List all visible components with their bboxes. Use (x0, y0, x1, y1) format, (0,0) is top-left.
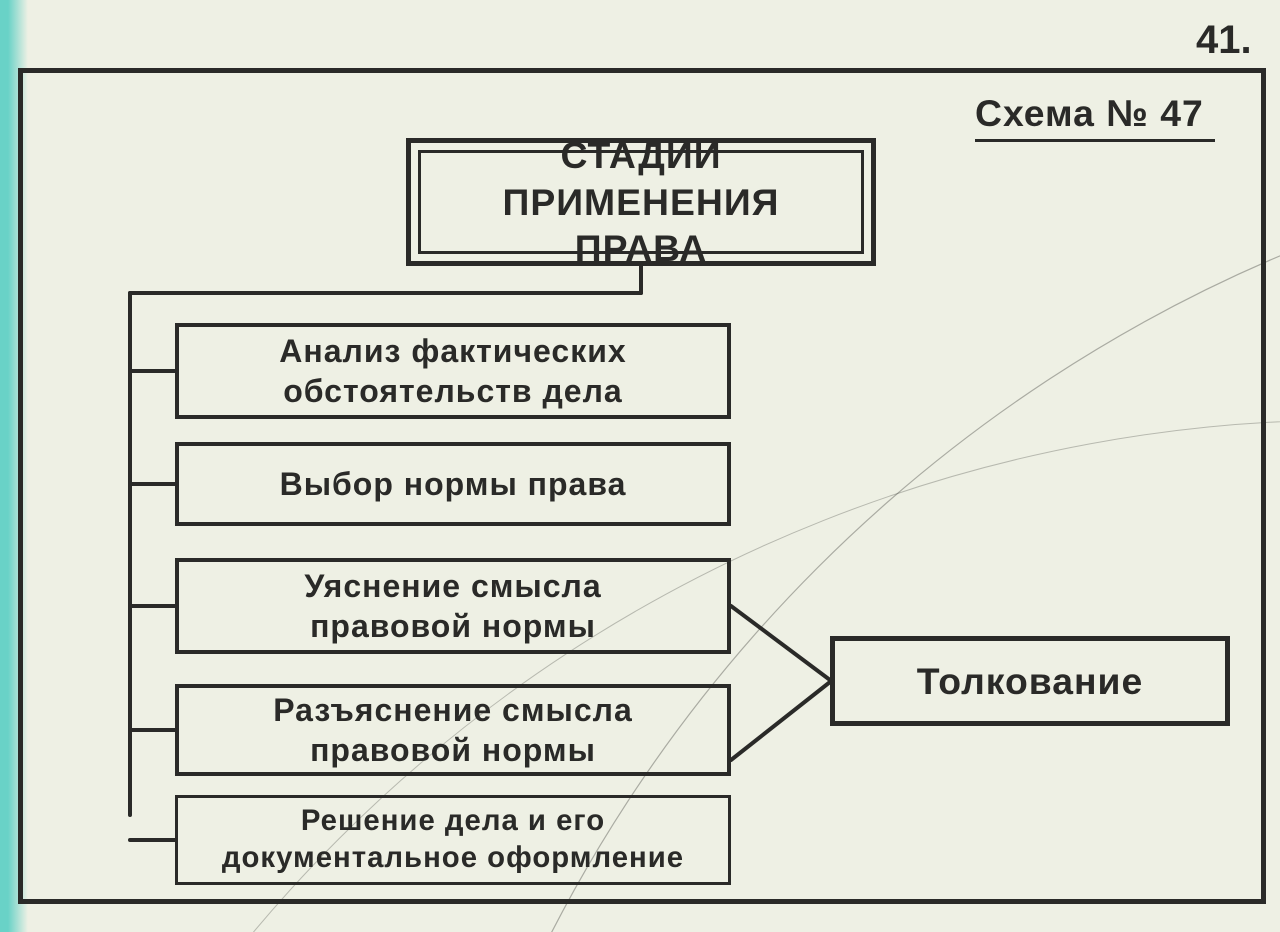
node-text-n1: Анализ фактических обстоятельств дела (279, 331, 626, 411)
node-text-t1: Толкование (917, 658, 1144, 705)
node-text-n4: Разъяснение смысла правовой нормы (273, 690, 633, 770)
title-box: Стадии применения права (406, 138, 876, 266)
node-line2-n3: правовой нормы (310, 608, 596, 644)
node-line1-n4: Разъяснение смысла (273, 692, 633, 728)
node-text-n3: Уяснение смысла правовой нормы (304, 566, 601, 646)
node-line1-n3: Уяснение смысла (304, 568, 601, 604)
node-line1-t1: Толкование (917, 660, 1144, 702)
node-text-n2: Выбор нормы права (280, 464, 627, 504)
title-line1: Стадии применения (502, 134, 779, 223)
node-line1-n2: Выбор нормы права (280, 466, 627, 502)
node-n4: Разъяснение смысла правовой нормы (175, 684, 731, 776)
node-line2-n1: обстоятельств дела (283, 373, 622, 409)
node-line1-n5: Решение дела и его (301, 804, 605, 837)
node-n5: Решение дела и его документальное оформле… (175, 795, 731, 885)
title-text: Стадии применения права (421, 132, 861, 272)
node-line2-n5: документальное оформление (222, 841, 684, 874)
title-line2: права (575, 227, 707, 269)
node-n1: Анализ фактических обстоятельств дела (175, 323, 731, 419)
title-box-inner: Стадии применения права (418, 150, 864, 254)
node-line2-n4: правовой нормы (310, 732, 596, 768)
node-text-n5: Решение дела и его документальное оформле… (222, 803, 684, 876)
node-t1: Толкование (830, 636, 1230, 726)
node-n2: Выбор нормы права (175, 442, 731, 526)
node-line1-n1: Анализ фактических (279, 333, 626, 369)
node-n3: Уяснение смысла правовой нормы (175, 558, 731, 654)
page-number: 41. (1196, 18, 1252, 63)
